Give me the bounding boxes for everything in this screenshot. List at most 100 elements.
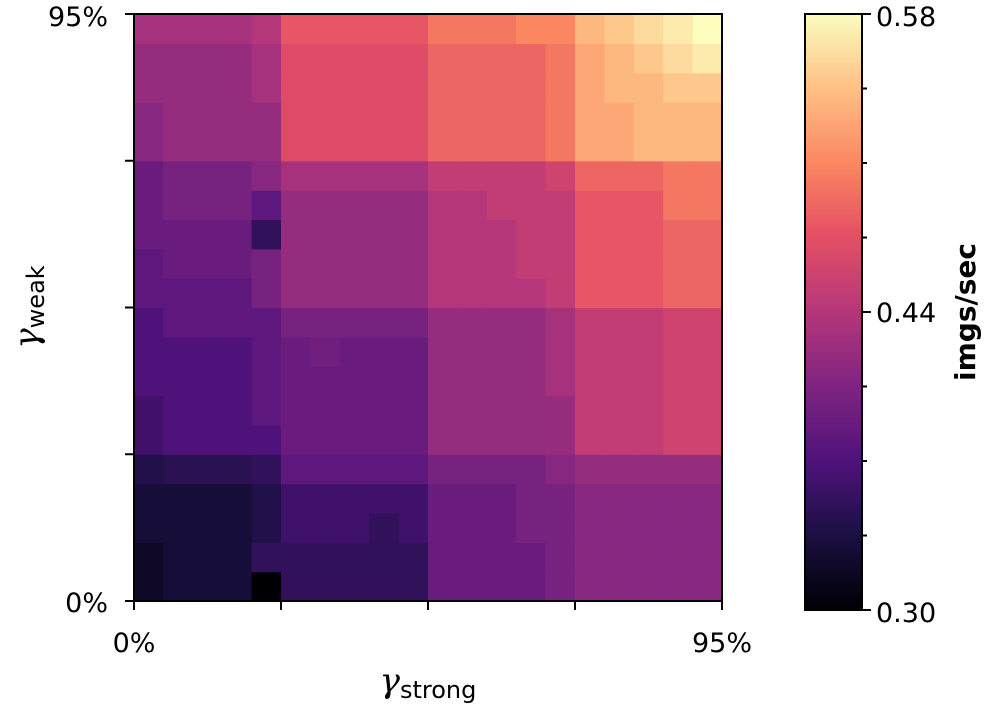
heatmap-cell	[428, 483, 458, 514]
heatmap-cell	[310, 395, 341, 426]
heatmap-cell	[516, 160, 547, 191]
heatmap-cell	[134, 248, 164, 279]
heatmap-cell	[457, 160, 488, 191]
heatmap-cell	[604, 278, 635, 309]
y-axis-label: γweak	[7, 265, 50, 348]
heatmap-cell	[516, 131, 547, 162]
heatmap-cell	[486, 248, 517, 279]
heatmap-cell	[222, 424, 253, 455]
x-tick-label-end: 95%	[692, 628, 752, 659]
heatmap-cell	[692, 160, 723, 191]
heatmap-cell	[192, 336, 223, 367]
heatmap-cell	[251, 542, 282, 573]
heatmap-cell	[339, 336, 370, 367]
heatmap-cell	[457, 190, 488, 221]
heatmap-cell	[457, 219, 488, 250]
heatmap-cell	[692, 542, 723, 573]
heatmap-cell	[251, 571, 282, 602]
heatmap-cell	[604, 43, 635, 74]
heatmap-cell	[457, 336, 488, 367]
heatmap-cell	[633, 512, 664, 543]
heatmap-cell	[398, 43, 429, 74]
heatmap-cell	[369, 366, 400, 397]
heatmap-cell	[310, 483, 341, 514]
heatmap-cell	[633, 102, 664, 132]
heatmap-cell	[545, 219, 576, 250]
heatmap-cell	[398, 307, 429, 338]
heatmap-cell	[428, 248, 458, 279]
heatmap-cell	[516, 336, 547, 367]
heatmap-cell	[663, 248, 694, 279]
heatmap-cell	[516, 542, 547, 573]
heatmap-cell	[575, 307, 605, 338]
heatmap-cell	[281, 72, 311, 103]
heatmap-cell	[222, 219, 253, 250]
heatmap-cell	[222, 102, 253, 132]
heatmap-cell	[163, 395, 194, 426]
heatmap-cell	[663, 571, 694, 602]
heatmap-cell	[545, 160, 576, 191]
heatmap-cell	[281, 190, 311, 221]
heatmap-cell	[134, 424, 164, 455]
heatmap-cell	[575, 72, 605, 103]
heatmap-cell	[428, 366, 458, 397]
heatmap-cell	[369, 571, 400, 602]
heatmap-cell	[428, 43, 458, 74]
heatmap-cell	[222, 542, 253, 573]
heatmap-cell	[281, 542, 311, 573]
heatmap-cell	[192, 307, 223, 338]
heatmap-cell	[516, 219, 547, 250]
heatmap-cell	[663, 160, 694, 191]
heatmap-cell	[428, 307, 458, 338]
heatmap-cell	[575, 102, 605, 132]
heatmap-cell	[369, 248, 400, 279]
y-tick-label-end: 95%	[48, 2, 108, 33]
heatmap-cell	[516, 248, 547, 279]
heatmap-cell	[369, 307, 400, 338]
heatmap-cell	[398, 219, 429, 250]
heatmap-cell	[457, 366, 488, 397]
heatmap-cell	[192, 366, 223, 397]
heatmap-cell	[134, 483, 164, 514]
heatmap-cell	[222, 43, 253, 74]
heatmap-cell	[486, 43, 517, 74]
heatmap-cell	[369, 395, 400, 426]
heatmap-cell	[663, 278, 694, 309]
heatmap-cell	[486, 483, 517, 514]
heatmap-cell	[163, 512, 194, 543]
heatmap-cell	[486, 424, 517, 455]
heatmap-cell	[663, 395, 694, 426]
heatmap-cell	[310, 571, 341, 602]
heatmap-cell	[281, 483, 311, 514]
heatmap-cell	[134, 72, 164, 103]
heatmap-cell	[251, 190, 282, 221]
heatmap-cell	[663, 131, 694, 162]
heatmap-cell	[604, 14, 635, 44]
heatmap-cell	[251, 102, 282, 132]
heatmap-cell	[281, 131, 311, 162]
heatmap-cell	[310, 14, 341, 44]
heatmap-cell	[163, 160, 194, 191]
heatmap-cell	[281, 248, 311, 279]
heatmap-cell	[692, 248, 723, 279]
x-axis-label-subscript: strong	[400, 676, 476, 704]
heatmap-cell	[486, 395, 517, 426]
heatmap-cell	[339, 43, 370, 74]
heatmap-cell	[545, 72, 576, 103]
heatmap-cell	[457, 72, 488, 103]
heatmap-cell	[604, 483, 635, 514]
heatmap-cell	[457, 307, 488, 338]
heatmap-cell	[457, 571, 488, 602]
heatmap-cell	[251, 395, 282, 426]
heatmap-cell	[457, 43, 488, 74]
heatmap-cell	[604, 424, 635, 455]
heatmap-cell	[369, 454, 400, 485]
heatmap-cell	[339, 512, 370, 543]
heatmap-cell	[281, 307, 311, 338]
heatmap-cell	[545, 43, 576, 74]
heatmap-cell	[251, 454, 282, 485]
heatmap-cell	[604, 248, 635, 279]
heatmap-cell	[428, 72, 458, 103]
heatmap-cell	[369, 219, 400, 250]
heatmap-cell	[222, 72, 253, 103]
